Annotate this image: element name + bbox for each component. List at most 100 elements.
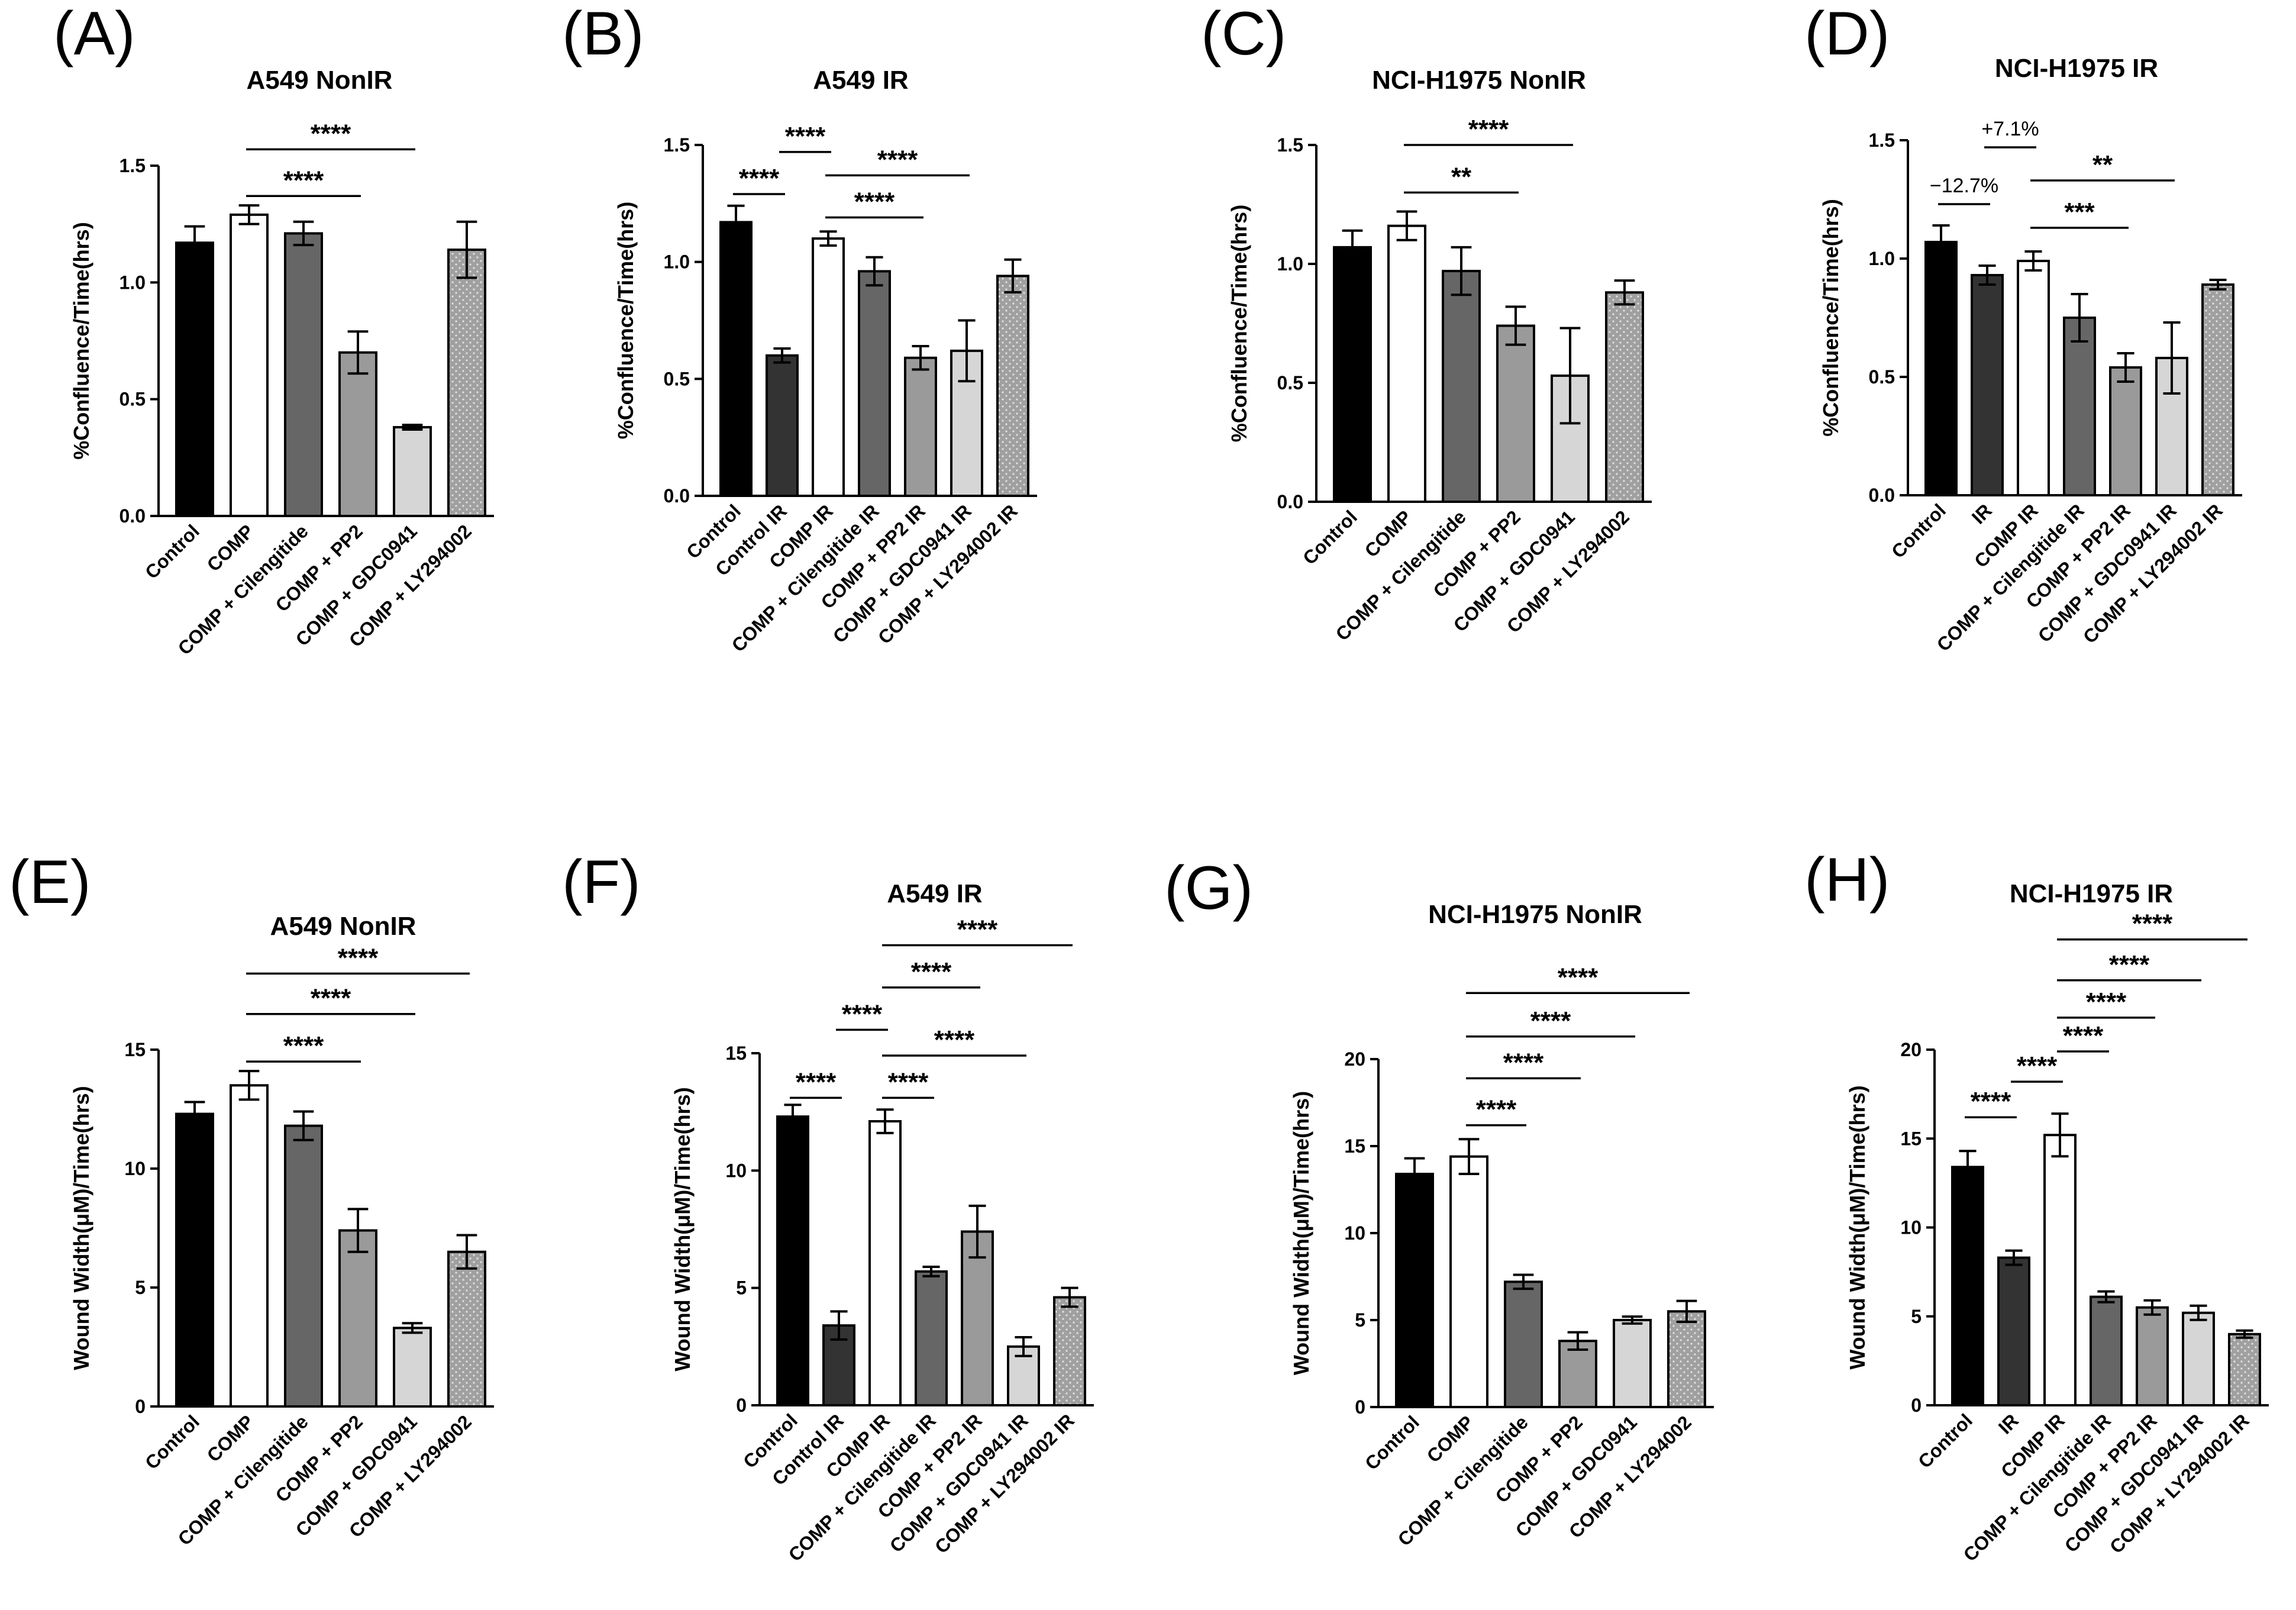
panel-letter: (G) xyxy=(1164,854,1253,922)
bar xyxy=(1442,270,1481,503)
bar xyxy=(1997,1256,2030,1406)
y-tick-label: 1.5 xyxy=(120,155,146,176)
panel-letter: (E) xyxy=(9,848,91,917)
bar xyxy=(961,1230,994,1406)
bar xyxy=(1496,324,1535,504)
y-tick-label: 1.5 xyxy=(664,134,690,156)
y-tick-label: 10 xyxy=(124,1158,146,1179)
y-axis-label: Wound Width(μM)/Time(hrs) xyxy=(1289,1091,1313,1375)
significance-label: **** xyxy=(338,943,379,972)
significance-label: ** xyxy=(2092,150,2113,179)
bar xyxy=(2228,1332,2261,1407)
annotation-label: −12.7% xyxy=(1930,175,1998,197)
panel-letter: (C) xyxy=(1201,0,1286,68)
panel-letter: (D) xyxy=(1804,0,1890,68)
bar xyxy=(230,213,269,517)
y-tick-label: 10 xyxy=(725,1160,747,1181)
y-tick-label: 20 xyxy=(1900,1039,1922,1060)
significance-label: **** xyxy=(842,999,883,1028)
bar xyxy=(1667,1310,1706,1409)
bar xyxy=(904,356,937,498)
y-tick-label: 5 xyxy=(1355,1309,1365,1331)
significance-label: **** xyxy=(934,1025,975,1054)
y-tick-label: 0.0 xyxy=(1277,491,1303,512)
y-tick-label: 5 xyxy=(736,1277,747,1299)
bar xyxy=(2182,1311,2215,1406)
bar xyxy=(393,1327,432,1408)
panel-title: A549 IR xyxy=(813,66,908,95)
significance-label: **** xyxy=(957,915,998,944)
bar xyxy=(2063,317,2096,496)
bar xyxy=(2043,1134,2077,1406)
y-tick-label: 0.5 xyxy=(664,368,690,389)
significance-label: **** xyxy=(877,145,918,174)
panel-title: NCI-H1975 NonIR xyxy=(1428,900,1642,929)
significance-label: **** xyxy=(1530,1006,1571,1035)
bar xyxy=(2017,260,2050,496)
bar xyxy=(2109,366,2142,496)
panel-title: NCI-H1975 IR xyxy=(2010,879,2173,908)
x-tick-label: IR xyxy=(1994,1409,2023,1438)
y-tick-label: 0 xyxy=(1911,1395,1922,1416)
panel-d: (D) NCI-H1975 IR 0.0 0.5 1.0 1.5 %Confluence/T… xyxy=(1804,0,2242,656)
significance-label: **** xyxy=(888,1067,929,1096)
significance-label: **** xyxy=(2132,909,2173,938)
y-tick-label: 0.0 xyxy=(1869,485,1895,506)
panel-letter: (B) xyxy=(562,0,644,68)
panel-letter: (H) xyxy=(1804,846,1890,914)
y-axis-label: Wound Width(μM)/Time(hrs) xyxy=(670,1087,695,1371)
panel-title: NCI-H1975 IR xyxy=(1995,54,2158,83)
y-tick-label: 5 xyxy=(135,1277,146,1298)
bar xyxy=(447,1250,486,1408)
bar xyxy=(719,221,753,497)
y-tick-label: 0 xyxy=(135,1396,146,1417)
y-tick-label: 0.0 xyxy=(120,505,146,527)
significance-label: **** xyxy=(739,164,780,193)
bar xyxy=(447,249,486,517)
y-tick-label: 15 xyxy=(124,1039,146,1060)
bar xyxy=(822,1324,855,1406)
significance-label: **** xyxy=(283,166,324,195)
bar xyxy=(1605,291,1644,503)
significance-label: **** xyxy=(854,188,895,217)
panel-letter: (A) xyxy=(53,0,135,68)
y-tick-label: 0.0 xyxy=(664,485,690,506)
panel-h: (H) NCI-H1975 IR 0 5 10 15 20 Wound Width(μM)/T… xyxy=(1804,846,2269,1566)
panel-title: A549 IR xyxy=(887,879,982,908)
y-tick-label: 15 xyxy=(725,1043,747,1064)
bar xyxy=(2201,283,2234,496)
bar xyxy=(284,232,323,517)
y-axis-label: %Confluence/Time(hrs) xyxy=(69,222,93,459)
significance-label: **** xyxy=(311,984,351,1013)
significance-label: **** xyxy=(311,119,351,148)
y-axis-label: %Confluence/Time(hrs) xyxy=(613,202,638,439)
panel-title: NCI-H1975 NonIR xyxy=(1372,66,1586,95)
y-tick-label: 0 xyxy=(1355,1396,1365,1418)
bar xyxy=(1395,1173,1434,1409)
x-tick-label: Control xyxy=(1361,1411,1423,1474)
y-tick-label: 15 xyxy=(1900,1128,1922,1149)
bar xyxy=(858,270,891,497)
bar xyxy=(284,1124,323,1408)
significance-label: **** xyxy=(2109,950,2150,979)
y-tick-label: 1.5 xyxy=(1869,130,1895,151)
significance-label: **** xyxy=(1503,1048,1544,1077)
panel-f: (F) A549 IR 0 5 10 15 Wound Width(μM)/Time(hrs… xyxy=(562,848,1094,1566)
y-axis-label: %Confluence/Time(hrs) xyxy=(1819,199,1843,436)
bar xyxy=(393,426,432,517)
panel-letter: (F) xyxy=(562,848,641,917)
significance-label: **** xyxy=(785,122,826,151)
bar xyxy=(1951,1166,1984,1406)
y-axis-label: Wound Width(μM)/Time(hrs) xyxy=(69,1086,93,1370)
significance-label: ** xyxy=(1451,162,1472,191)
y-tick-label: 0 xyxy=(736,1395,747,1416)
bar xyxy=(812,237,845,497)
significance-label: **** xyxy=(2063,1021,2104,1050)
y-tick-label: 0.5 xyxy=(1869,366,1895,388)
bar xyxy=(1387,224,1426,503)
y-tick-label: 1.0 xyxy=(1277,253,1303,275)
y-tick-label: 1.0 xyxy=(1869,248,1895,269)
y-tick-label: 0.5 xyxy=(1277,372,1303,393)
bar xyxy=(2090,1295,2123,1407)
annotation-label: +7.1% xyxy=(1981,118,2039,140)
